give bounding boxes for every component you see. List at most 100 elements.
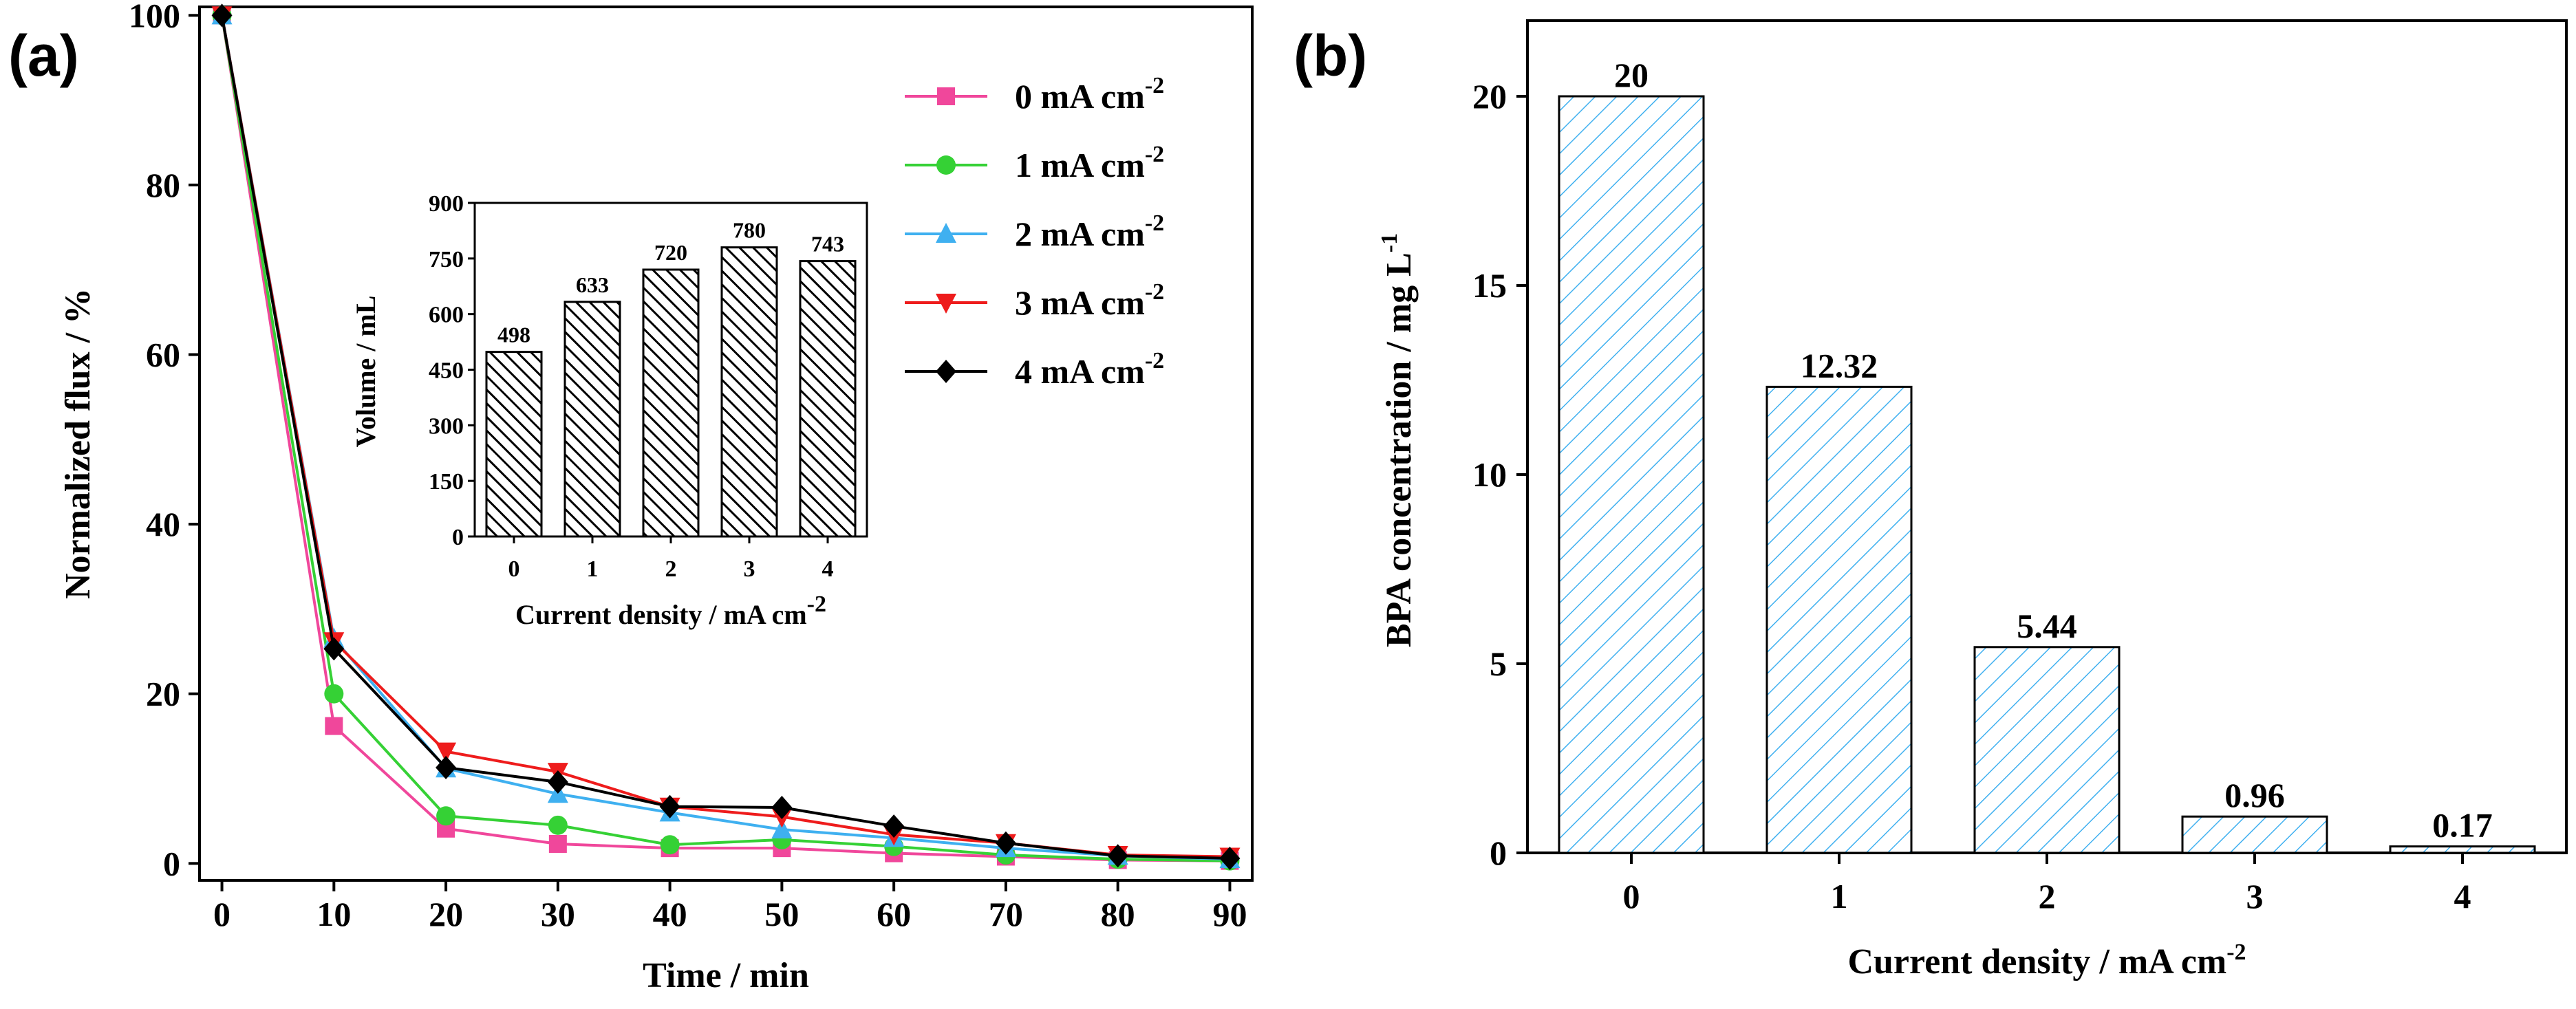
panel-a-series [211,3,1241,871]
legend-entry: 3 mA cm-2 [1015,279,1164,322]
x-tick-label: 50 [764,895,799,933]
x-tick-label: 3 [2246,877,2264,915]
inset-x-tick-label: 1 [587,556,599,582]
panel-a-y-axis: 0 20 40 60 80 100 [129,0,200,882]
inset-y-tick-label: 900 [429,191,464,217]
data-point [325,717,343,735]
y-tick-label: 0 [163,844,180,882]
y-tick-label: 20 [146,675,180,713]
bar [2181,815,2328,854]
inset-bar [485,351,543,538]
x-tick-label: 70 [989,895,1023,933]
data-point [548,815,568,835]
x-tick-label: 20 [429,895,463,933]
bar [1558,95,1705,854]
panel-b-x-axis-title-sup: -2 [2226,940,2246,965]
panel-a-x-axis: 0 10 20 30 40 50 60 70 80 90 [213,880,1247,933]
legend-entry-sup: -2 [1145,73,1164,98]
y-tick-label: 60 [146,336,180,374]
panel-b: (b) 0 5 10 15 20 0 1 2 3 4 20 12.32 5.44 0.96 0.17 B… [1294,19,2568,981]
inset-bar-value-label: 633 [576,272,609,297]
legend-marker [936,155,956,175]
data-point [436,756,457,780]
y-tick-label: 40 [146,505,180,543]
panel-a-plot-frame [198,6,1254,882]
bar-value-label: 20 [1614,56,1649,94]
data-point [211,3,233,28]
y-tick-label: 80 [146,166,180,204]
legend-entry-text: 3 mA cm [1015,283,1145,322]
legend-entry-text: 4 mA cm [1015,352,1145,391]
inset-x-axis-title: Current density / mA cm-2 [515,592,826,630]
data-point [436,742,457,763]
x-tick-label: 60 [877,895,911,933]
data-point [1107,844,1128,868]
bar [2389,845,2536,854]
panel-a-y-axis-title: Normalized flux / % [58,288,98,599]
panel-b-x-axis-title: Current density / mA cm-2 [1847,940,2246,981]
legend-entry: 0 mA cm-2 [1015,73,1164,116]
bar-value-label: 12.32 [1801,346,1878,384]
inset-bar [720,246,778,538]
legend-marker [936,360,956,383]
data-point [659,794,680,818]
legend-entry-sup: -2 [1145,348,1164,373]
inset-x-tick-label: 2 [665,556,677,582]
inset-y-tick-label: 750 [429,247,464,272]
inset-x-tick-label: 3 [744,556,755,582]
legend-entry-sup: -2 [1145,210,1164,236]
x-tick-label: 90 [1212,895,1247,933]
legend-marker [937,87,955,105]
legend-entry-text: 2 mA cm [1015,215,1145,253]
y-tick-label: 100 [129,0,180,34]
inset-bar [799,260,857,538]
data-point [547,770,568,794]
inset-y-tick-label: 450 [429,358,464,384]
legend-entry: 4 mA cm-2 [1015,348,1164,391]
inset-x-axis-title-sup: -2 [807,592,826,617]
inset-bar-value-label: 780 [733,218,766,243]
inset-y-axis-title: Volume / mL [350,296,381,448]
data-point [323,637,345,661]
y-tick-label: 10 [1472,455,1507,494]
bar [1973,646,2121,854]
legend-marker [936,294,956,314]
inset-y-tick-label: 150 [429,469,464,495]
inset-bar-value-label: 498 [497,323,530,347]
data-point [883,814,905,838]
data-point [995,831,1016,855]
bar-value-label: 5.44 [2017,607,2077,645]
legend-entry: 2 mA cm-2 [1015,210,1164,253]
y-tick-label: 0 [1490,834,1507,872]
inset-y-axis: 0 150 300 450 600 750 900 [429,191,475,550]
x-tick-label: 0 [213,895,230,933]
data-point [660,835,680,855]
legend-marker [936,223,956,243]
inset-x-tick-label: 0 [508,556,520,582]
data-point [1219,846,1241,870]
series-4 [211,3,1241,870]
bar-value-label: 0.96 [2224,776,2285,814]
inset-y-tick-label: 600 [429,303,464,328]
inset-x-tick-label: 4 [822,556,834,582]
panel-b-bars: 20 12.32 5.44 0.96 0.17 [1558,56,2536,854]
inset-bar-value-label: 720 [654,240,687,265]
inset-bars: 498 633 720 780 743 [485,218,857,538]
panel-b-y-axis: 0 5 10 15 20 [1472,77,1527,872]
x-tick-label: 2 [2039,877,2056,915]
panel-b-x-axis-title-text: Current density / mA cm [1847,942,2226,981]
data-point [771,818,793,839]
inset-y-tick-label: 300 [429,413,464,439]
panel-b-x-axis: 0 1 2 3 4 [1623,853,2471,915]
y-tick-label: 5 [1490,644,1507,683]
series-line [220,15,1230,862]
panel-b-y-axis-title-text: BPA concentration / mg L [1380,252,1419,647]
y-tick-label: 15 [1472,266,1507,305]
inset-chart: 0 150 300 450 600 750 900 0 1 2 3 4 498 633 720 780 74… [350,191,868,630]
legend-entry-text: 1 mA cm [1015,146,1145,184]
bar [1765,385,1913,854]
panel-a-x-axis-title: Time / min [643,956,809,995]
series-line [220,14,1230,861]
